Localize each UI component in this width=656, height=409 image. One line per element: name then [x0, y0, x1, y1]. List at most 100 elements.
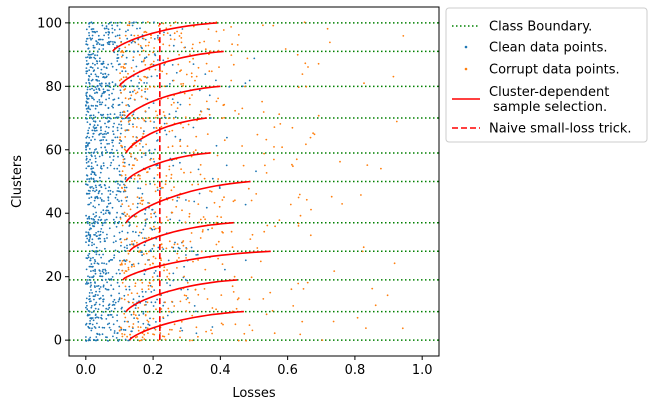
corrupt-point	[199, 164, 202, 166]
clean-point	[105, 336, 107, 338]
corrupt-point	[167, 278, 170, 280]
clean-point	[92, 31, 95, 33]
corrupt-point	[144, 64, 147, 66]
clean-point	[96, 79, 99, 82]
corrupt-point	[127, 268, 130, 271]
clean-point	[92, 126, 95, 128]
clean-point	[155, 237, 158, 240]
corrupt-point	[168, 168, 171, 171]
corrupt-point	[120, 262, 123, 265]
corrupt-point	[179, 300, 182, 303]
corrupt-point	[123, 89, 125, 91]
corrupt-point	[140, 95, 143, 98]
clean-point	[85, 297, 88, 300]
clean-point	[92, 205, 95, 208]
clean-point	[99, 219, 102, 222]
corrupt-point	[128, 24, 131, 27]
clean-point	[108, 89, 110, 92]
clean-point	[121, 306, 123, 309]
clean-point	[111, 206, 114, 209]
corrupt-point	[178, 257, 180, 259]
corrupt-point	[290, 288, 293, 291]
corrupt-point	[165, 216, 168, 218]
corrupt-point	[152, 279, 155, 282]
corrupt-point	[168, 240, 171, 243]
corrupt-point	[273, 126, 276, 128]
cluster-selection-curve	[128, 310, 244, 341]
corrupt-point	[120, 241, 123, 244]
clean-point	[98, 234, 101, 237]
corrupt-point	[232, 200, 235, 203]
clean-point	[90, 66, 93, 68]
clean-point	[98, 297, 101, 300]
corrupt-point	[185, 257, 188, 259]
clean-point	[100, 211, 103, 214]
corrupt-point	[147, 53, 150, 56]
clean-point	[90, 306, 93, 309]
clean-point	[253, 57, 256, 60]
clean-point	[136, 85, 139, 88]
clean-point	[90, 217, 93, 220]
y-tick-label: 0	[54, 334, 62, 349]
corrupt-point	[237, 34, 240, 36]
corrupt-point	[183, 275, 186, 278]
clean-point	[99, 57, 101, 60]
clean-point	[89, 265, 92, 268]
corrupt-point	[137, 329, 140, 332]
clean-point	[86, 144, 89, 147]
corrupt-point	[366, 164, 369, 167]
corrupt-point	[198, 113, 201, 116]
clean-point	[175, 110, 177, 113]
clean-point	[104, 269, 107, 272]
corrupt-point	[180, 41, 183, 44]
corrupt-point	[163, 114, 166, 117]
clean-point	[88, 148, 91, 150]
clean-point	[103, 200, 105, 202]
corrupt-point	[155, 127, 158, 129]
clean-point	[105, 263, 108, 265]
corrupt-point	[136, 292, 139, 295]
corrupt-point	[208, 70, 211, 73]
corrupt-point	[278, 219, 281, 222]
clean-point	[85, 136, 88, 139]
clean-point	[105, 31, 107, 34]
corrupt-point	[132, 263, 135, 266]
corrupt-point	[192, 43, 194, 46]
corrupt-point	[205, 100, 208, 103]
clean-point	[85, 40, 88, 43]
clean-point	[92, 187, 95, 190]
corrupt-point	[273, 158, 275, 161]
clean-point	[138, 295, 141, 298]
y-tick-label: 100	[37, 16, 62, 31]
clean-point	[122, 155, 125, 158]
clean-point	[102, 209, 105, 212]
clean-point	[116, 24, 119, 27]
corrupt-point	[205, 62, 208, 65]
clean-point	[116, 319, 119, 322]
corrupt-point	[192, 151, 195, 154]
corrupt-point	[303, 21, 306, 24]
clean-point	[166, 282, 168, 284]
clean-point	[85, 82, 88, 84]
corrupt-point	[149, 158, 152, 161]
corrupt-point	[160, 259, 163, 262]
corrupt-point	[128, 260, 131, 263]
clean-point	[92, 189, 94, 192]
clean-point	[91, 22, 94, 25]
clean-point	[108, 97, 110, 100]
corrupt-point	[221, 199, 224, 201]
corrupt-point	[126, 335, 128, 338]
corrupt-point	[133, 89, 136, 92]
clean-point	[144, 90, 147, 93]
corrupt-point	[130, 67, 133, 69]
clean-point	[110, 278, 113, 281]
plot-frame	[68, 6, 440, 357]
clean-point	[148, 149, 151, 152]
clean-point	[85, 94, 88, 97]
corrupt-point	[167, 219, 169, 222]
clean-point	[88, 265, 91, 268]
corrupt-point	[154, 211, 157, 214]
cluster-selection-curve	[125, 180, 251, 224]
corrupt-point	[168, 310, 170, 313]
clean-point	[92, 44, 95, 47]
